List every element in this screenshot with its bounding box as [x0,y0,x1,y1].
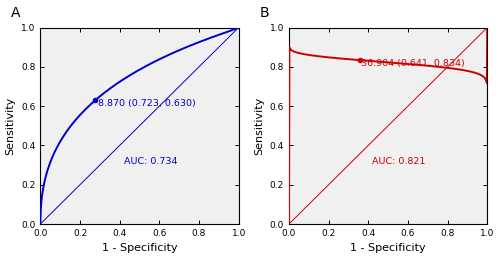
X-axis label: 1 - Specificity: 1 - Specificity [102,243,178,254]
Text: 8.870 (0.723, 0.630): 8.870 (0.723, 0.630) [98,99,196,108]
Y-axis label: Sensitivity: Sensitivity [254,97,264,155]
Text: AUC: 0.734: AUC: 0.734 [124,157,177,166]
Text: 36.904 (0.641, 0.834): 36.904 (0.641, 0.834) [362,59,465,68]
Text: A: A [10,6,20,20]
Text: B: B [259,6,269,20]
X-axis label: 1 - Specificity: 1 - Specificity [350,243,426,254]
Text: AUC: 0.821: AUC: 0.821 [372,157,426,166]
Y-axis label: Sensitivity: Sensitivity [6,97,16,155]
